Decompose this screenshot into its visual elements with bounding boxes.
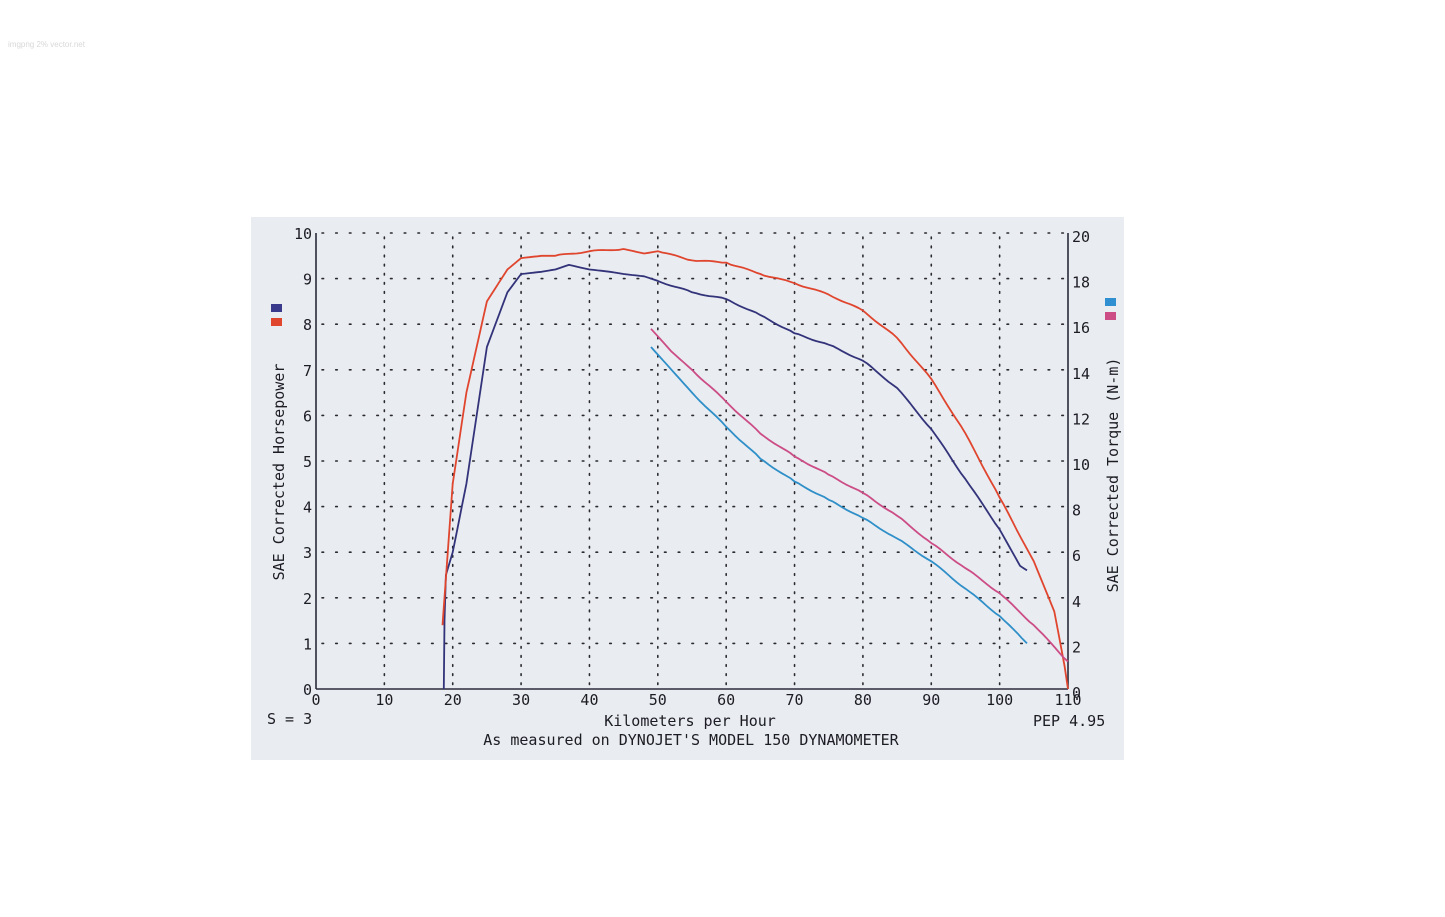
y-tick-right: 6 — [1072, 547, 1081, 565]
y-tick-left: 6 — [303, 407, 312, 425]
y-tick-left: 0 — [303, 681, 312, 699]
y-tick-left: 1 — [303, 635, 312, 653]
y-tick-left: 9 — [303, 271, 312, 289]
x-tick: 20 — [444, 691, 462, 709]
x-tick: 80 — [854, 691, 872, 709]
x-tick: 100 — [986, 691, 1013, 709]
y-tick-right: 20 — [1072, 228, 1090, 246]
y-axis-right-label: SAE Corrected Torque (N-m) — [1104, 358, 1122, 593]
smoothing-label: S = 3 — [267, 710, 312, 728]
y-axis-left-label: SAE Corrected Horsepower — [270, 364, 288, 581]
y-tick-right: 10 — [1072, 456, 1090, 474]
y-tick-right: 4 — [1072, 593, 1081, 611]
y-tick-left: 2 — [303, 590, 312, 608]
axes — [315, 233, 1069, 690]
legend-swatch-right — [1105, 298, 1116, 306]
y-tick-left: 8 — [303, 316, 312, 334]
y-tick-right: 8 — [1072, 502, 1081, 520]
y-tick-right: 16 — [1072, 319, 1090, 337]
x-tick: 50 — [649, 691, 667, 709]
x-tick: 30 — [512, 691, 530, 709]
x-tick: 0 — [311, 691, 320, 709]
y-tick-right: 2 — [1072, 638, 1081, 656]
y-tick-left: 10 — [294, 225, 312, 243]
series-line — [442, 263, 1028, 690]
dyno-chart-paper — [251, 217, 1124, 760]
legend — [271, 298, 1116, 326]
x-tick: 70 — [786, 691, 804, 709]
x-tick: 90 — [922, 691, 940, 709]
y-tick-left: 3 — [303, 544, 312, 562]
y-tick-right: 12 — [1072, 410, 1090, 428]
y-tick-left: 5 — [303, 453, 312, 471]
pep-label: PEP 4.95 — [1033, 712, 1105, 730]
x-tick: 60 — [717, 691, 735, 709]
series-line — [650, 328, 1069, 663]
footer-text: As measured on DYNOJET'S MODEL 150 DYNAM… — [483, 731, 899, 749]
watermark-text: imgpng 2% vector.net — [8, 40, 85, 49]
series-line — [650, 346, 1028, 645]
series-line — [441, 248, 1069, 690]
x-tick: 10 — [375, 691, 393, 709]
y-tick-right: 14 — [1072, 365, 1090, 383]
y-tick-left: 4 — [303, 499, 312, 517]
x-tick: 40 — [580, 691, 598, 709]
x-axis-label: Kilometers per Hour — [604, 712, 776, 730]
y-tick-left: 7 — [303, 362, 312, 380]
data-series — [441, 248, 1069, 690]
grid-dots — [321, 232, 1065, 686]
legend-swatch-left — [271, 304, 282, 312]
legend-swatch-left — [271, 318, 282, 326]
y-tick-right: 0 — [1072, 684, 1081, 702]
y-tick-right: 18 — [1072, 274, 1090, 292]
legend-swatch-right — [1105, 312, 1116, 320]
x-tick: 110 — [1054, 691, 1081, 709]
